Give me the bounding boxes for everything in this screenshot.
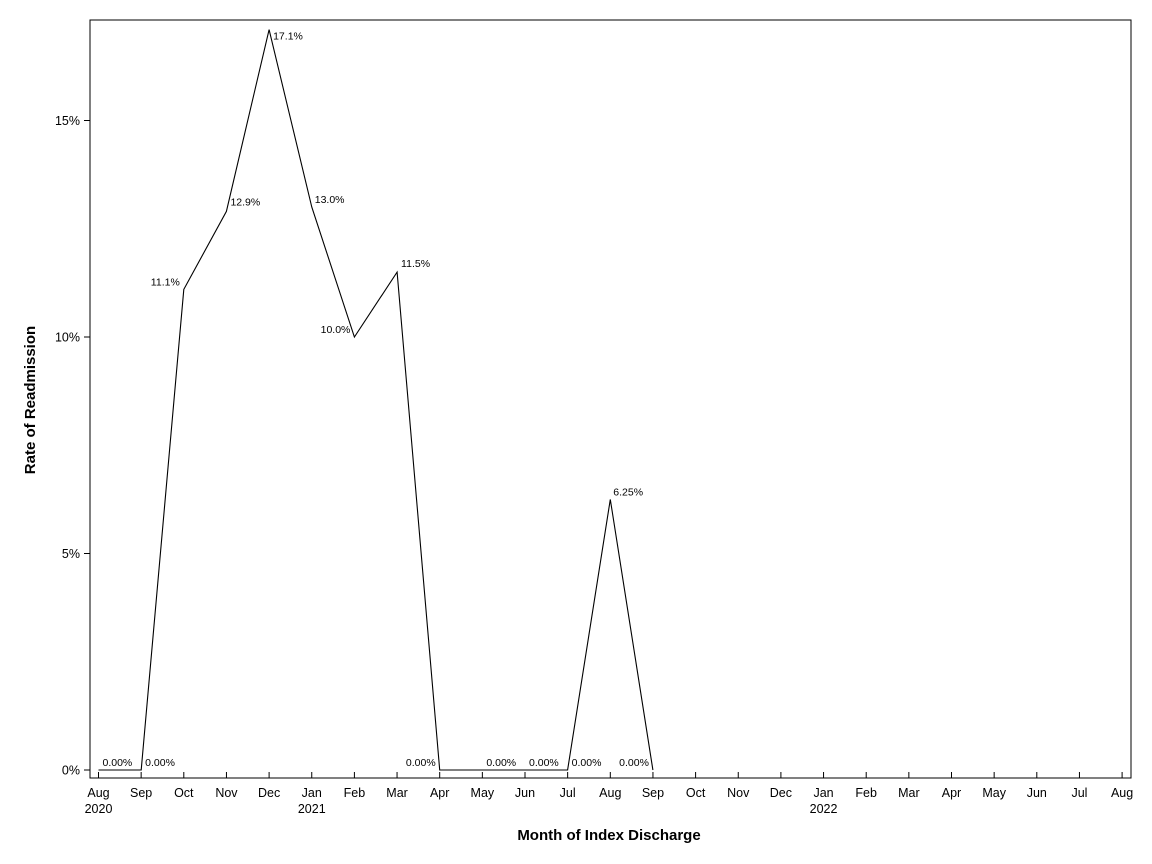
x-axis: Aug 2020 Sep Oct Nov Dec Jan 2021 Feb Mar Apr May Ju… bbox=[85, 772, 1133, 816]
x-tick-label: Jun bbox=[515, 786, 535, 800]
plot-frame bbox=[89, 19, 1132, 779]
data-label: 0.00% bbox=[572, 757, 602, 769]
data-label: 0.00% bbox=[486, 757, 516, 769]
x-tick-label: Aug bbox=[599, 786, 621, 800]
x-tick-label: Jul bbox=[560, 786, 576, 800]
data-label: 0.00% bbox=[103, 757, 133, 769]
series-line bbox=[98, 29, 654, 771]
data-labels: 0.00% 0.00% 11.1% 12.9% 17.1% 13.0% 10.0% 11.5%… bbox=[103, 31, 649, 769]
data-label: 12.9% bbox=[230, 196, 260, 208]
y-tick-label: 15% bbox=[55, 114, 80, 128]
data-label: 0.00% bbox=[619, 757, 649, 769]
x-tick-label: Apr bbox=[430, 786, 449, 800]
data-label: 17.1% bbox=[273, 31, 303, 43]
x-tick-label: Apr bbox=[942, 786, 961, 800]
x-tick-year-label: 2020 bbox=[85, 802, 113, 816]
y-tick-label: 5% bbox=[62, 547, 80, 561]
x-tick-label: Jan bbox=[302, 786, 322, 800]
data-label: 0.00% bbox=[529, 757, 559, 769]
x-tick-label: Oct bbox=[174, 786, 194, 800]
x-tick-label: May bbox=[471, 786, 495, 800]
x-tick-label: Dec bbox=[258, 786, 280, 800]
x-tick-label: Feb bbox=[344, 786, 366, 800]
x-tick-label: Sep bbox=[130, 786, 152, 800]
x-tick-label: Aug bbox=[87, 786, 109, 800]
x-tick-label: Mar bbox=[898, 786, 920, 800]
y-axis: 0% 5% 10% 15% bbox=[55, 114, 90, 778]
y-axis-title: Rate of Readmission bbox=[22, 326, 39, 474]
x-tick-year-label: 2021 bbox=[298, 802, 326, 816]
y-tick-label: 10% bbox=[55, 331, 80, 345]
data-label: 11.5% bbox=[401, 258, 430, 270]
x-tick-label: Oct bbox=[686, 786, 706, 800]
x-tick-label: Jan bbox=[813, 786, 833, 800]
data-label: 6.25% bbox=[613, 486, 643, 498]
x-tick-label: Jun bbox=[1027, 786, 1047, 800]
x-tick-label: Jul bbox=[1071, 786, 1087, 800]
x-tick-label: Aug bbox=[1111, 786, 1133, 800]
x-tick-label: May bbox=[982, 786, 1006, 800]
data-label: 13.0% bbox=[315, 194, 345, 206]
x-tick-label: Nov bbox=[215, 786, 238, 800]
x-tick-label: Mar bbox=[386, 786, 408, 800]
data-label: 0.00% bbox=[406, 757, 436, 769]
y-tick-label: 0% bbox=[62, 764, 80, 778]
x-tick-label: Nov bbox=[727, 786, 750, 800]
x-tick-label: Feb bbox=[855, 786, 877, 800]
data-label: 11.1% bbox=[151, 276, 180, 288]
data-label: 0.00% bbox=[145, 757, 175, 769]
data-label: 10.0% bbox=[321, 324, 351, 336]
x-tick-year-label: 2022 bbox=[810, 802, 838, 816]
x-tick-label: Dec bbox=[770, 786, 792, 800]
x-tick-label: Sep bbox=[642, 786, 664, 800]
x-axis-title: Month of Index Discharge bbox=[517, 827, 700, 844]
